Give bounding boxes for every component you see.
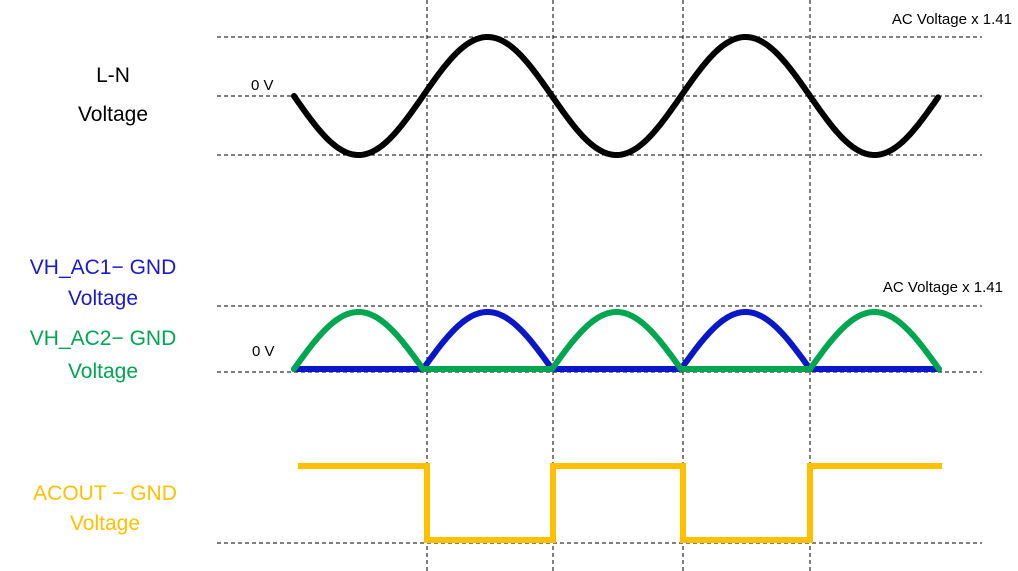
ln-title-line2: Voltage: [78, 103, 148, 126]
vh-peak-label: AC Voltage x 1.41: [883, 279, 1003, 296]
ln-title-line1: L-N: [96, 64, 130, 87]
vh-ac2-title-line1: VH_AC2− GND: [30, 327, 176, 350]
vh-ac2-title-line2: Voltage: [68, 360, 138, 383]
ln-voltage-waveform: [291, 34, 941, 158]
ln-zero-label: 0 V: [251, 77, 274, 94]
ln-peak-label: AC Voltage x 1.41: [892, 11, 1012, 28]
vh-ac1-title-line1: VH_AC1− GND: [30, 256, 176, 279]
vh-ac2-waveform: [291, 309, 942, 372]
vh-ac1-waveform: [291, 309, 942, 372]
acout-title-line1: ACOUT − GND: [33, 482, 177, 505]
vertical-guides: [426, 0, 811, 571]
acout-waveform: [298, 463, 942, 543]
acout-title-line2: Voltage: [70, 512, 140, 535]
vh-zero-label: 0 V: [252, 343, 275, 360]
vh-ac1-title-line2: Voltage: [68, 287, 138, 310]
